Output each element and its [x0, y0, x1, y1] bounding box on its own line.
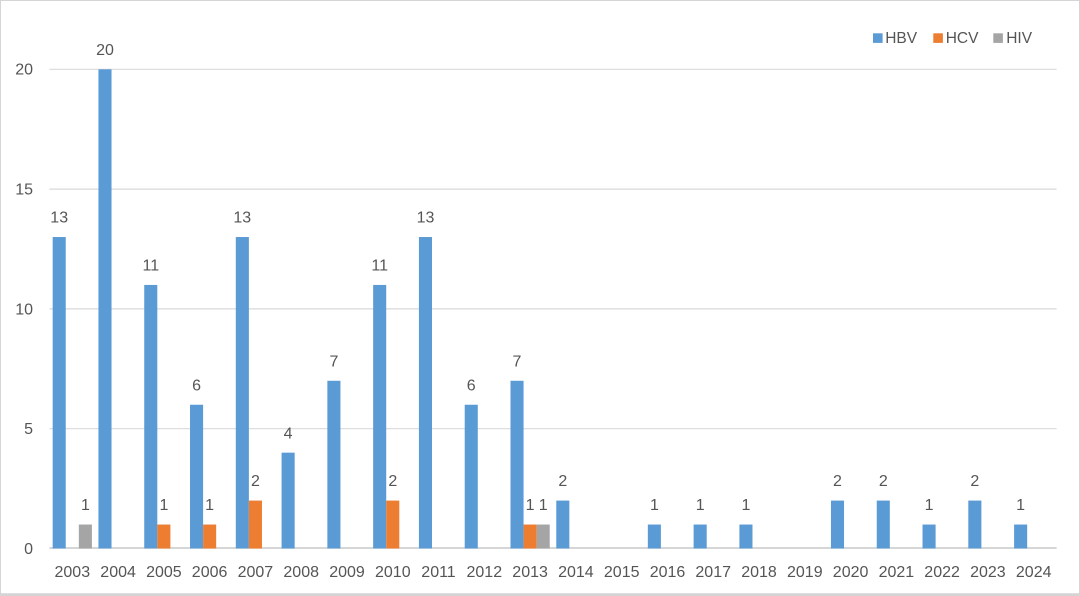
- svg-text:2: 2: [879, 473, 888, 490]
- svg-text:13: 13: [233, 210, 251, 227]
- svg-text:2004: 2004: [100, 564, 136, 581]
- svg-text:1: 1: [81, 497, 90, 514]
- svg-text:2: 2: [388, 473, 397, 490]
- svg-text:2008: 2008: [283, 564, 319, 581]
- svg-text:HIV: HIV: [1006, 30, 1032, 47]
- svg-text:2016: 2016: [650, 564, 686, 581]
- svg-text:13: 13: [417, 210, 435, 227]
- svg-text:2015: 2015: [604, 564, 640, 581]
- svg-text:1: 1: [205, 497, 214, 514]
- svg-text:2023: 2023: [970, 564, 1006, 581]
- svg-text:2020: 2020: [833, 564, 869, 581]
- svg-text:2010: 2010: [375, 564, 411, 581]
- svg-text:1: 1: [650, 497, 659, 514]
- svg-text:2021: 2021: [879, 564, 915, 581]
- svg-text:20: 20: [96, 42, 114, 59]
- svg-text:2003: 2003: [55, 564, 91, 581]
- svg-text:1: 1: [1016, 497, 1025, 514]
- svg-text:15: 15: [15, 182, 33, 199]
- svg-text:1: 1: [696, 497, 705, 514]
- svg-text:10: 10: [15, 301, 33, 318]
- svg-text:2: 2: [970, 473, 979, 490]
- svg-text:1: 1: [741, 497, 750, 514]
- svg-text:11: 11: [371, 258, 388, 275]
- svg-text:2024: 2024: [1016, 564, 1052, 581]
- svg-text:11: 11: [142, 258, 159, 275]
- svg-text:2018: 2018: [741, 564, 777, 581]
- svg-text:2011: 2011: [421, 564, 456, 581]
- svg-text:0: 0: [24, 541, 33, 558]
- svg-text:2022: 2022: [924, 564, 960, 581]
- svg-text:2009: 2009: [329, 564, 365, 581]
- svg-text:1: 1: [539, 497, 548, 514]
- svg-text:2014: 2014: [558, 564, 594, 581]
- svg-text:2007: 2007: [238, 564, 274, 581]
- svg-text:20: 20: [15, 62, 33, 79]
- svg-text:1: 1: [526, 497, 535, 514]
- svg-text:5: 5: [24, 421, 33, 438]
- svg-text:2019: 2019: [787, 564, 823, 581]
- svg-text:HBV: HBV: [885, 30, 918, 47]
- svg-text:7: 7: [329, 353, 338, 370]
- svg-text:4: 4: [284, 425, 293, 442]
- svg-text:HCV: HCV: [946, 30, 979, 47]
- svg-text:6: 6: [467, 377, 476, 394]
- svg-text:2: 2: [251, 473, 260, 490]
- svg-text:6: 6: [192, 377, 201, 394]
- svg-text:2006: 2006: [192, 564, 228, 581]
- svg-text:1: 1: [159, 497, 168, 514]
- svg-text:2: 2: [558, 473, 567, 490]
- svg-text:2012: 2012: [467, 564, 503, 581]
- svg-text:1: 1: [925, 497, 934, 514]
- svg-text:7: 7: [513, 353, 522, 370]
- svg-text:2005: 2005: [146, 564, 182, 581]
- svg-text:2017: 2017: [695, 564, 731, 581]
- svg-text:13: 13: [50, 210, 68, 227]
- svg-text:2013: 2013: [512, 564, 548, 581]
- svg-text:2: 2: [833, 473, 842, 490]
